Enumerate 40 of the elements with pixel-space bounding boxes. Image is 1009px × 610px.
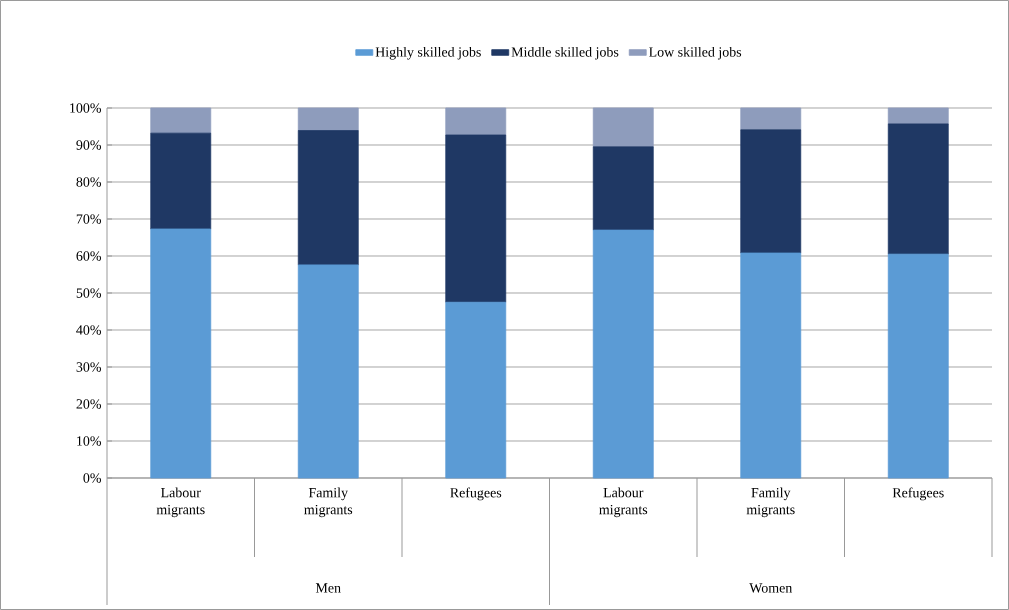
bar xyxy=(150,107,212,134)
bar xyxy=(740,129,802,254)
y-tick-label: 10% xyxy=(77,436,101,446)
y-tick-label: 0% xyxy=(83,473,101,483)
bar xyxy=(445,301,507,479)
x-tick-label: Refugees xyxy=(450,487,502,501)
legend-label: Highly skilled jobs xyxy=(375,46,481,60)
bar xyxy=(592,229,654,479)
bar xyxy=(297,264,359,479)
y-tick-label: 90% xyxy=(76,140,101,150)
bar xyxy=(445,134,507,303)
y-tick-label: 50% xyxy=(76,288,101,298)
bar xyxy=(592,107,654,148)
bar xyxy=(887,123,949,255)
bar xyxy=(740,252,802,479)
bar xyxy=(150,228,212,479)
text: Men xyxy=(315,583,341,593)
x-tick-label: Labour migrants xyxy=(599,487,648,518)
bar xyxy=(592,146,654,231)
y-tick-label: 20% xyxy=(76,399,101,409)
bar xyxy=(887,107,949,125)
x-tick-label: Family migrants xyxy=(746,487,795,518)
bar xyxy=(445,107,507,136)
legend-label: Middle skilled jobs xyxy=(511,46,619,60)
bar xyxy=(740,107,802,131)
y-tick-label: 80% xyxy=(76,177,101,187)
bar xyxy=(297,107,359,131)
bar xyxy=(887,253,949,479)
x-tick-label: Refugees xyxy=(892,487,944,501)
bar xyxy=(150,132,212,230)
x-tick-label: Labour migrants xyxy=(156,487,205,518)
bar xyxy=(297,130,359,266)
y-tick-label: 40% xyxy=(76,325,101,335)
x-tick-label: Family migrants xyxy=(304,487,353,518)
y-tick-label: 100% xyxy=(70,103,101,113)
y-tick-label: 70% xyxy=(76,214,101,224)
y-tick-label: 30% xyxy=(76,362,101,372)
text: Women xyxy=(749,583,793,593)
legend-label: Low skilled jobs xyxy=(649,46,742,60)
y-tick-label: 60% xyxy=(76,251,101,261)
